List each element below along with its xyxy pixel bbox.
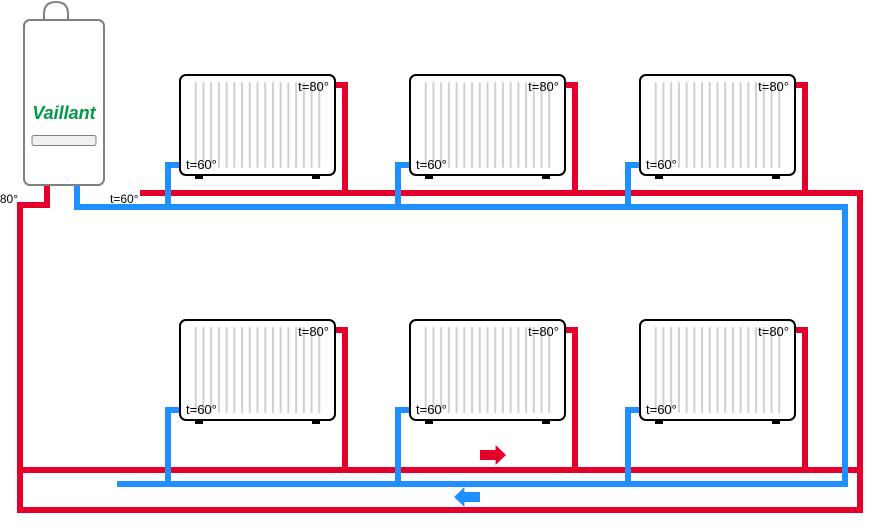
radiator-cold-label: t=60° [646,402,677,417]
boiler: Vaillant t=80° t=60° [0,2,139,206]
radiator-hot-label: t=80° [298,79,329,94]
radiator-cold-label: t=60° [646,157,677,172]
radiator-hot-label: t=80° [758,324,789,339]
radiator-cold-label: t=60° [186,157,217,172]
boiler-brand: Vaillant [32,103,96,123]
radiator: t=80° t=60° [180,75,335,179]
flow-arrow [454,487,480,507]
flow-arrow [480,445,506,465]
radiator-hot-label: t=80° [528,324,559,339]
radiator: t=80° t=60° [640,75,795,179]
radiator: t=80° t=60° [180,320,335,424]
radiator: t=80° t=60° [410,75,565,179]
boiler-hot-label: t=80° [0,192,18,206]
radiator: t=80° t=60° [640,320,795,424]
radiator-hot-label: t=80° [758,79,789,94]
radiator-hot-label: t=80° [528,79,559,94]
radiator-hot-label: t=80° [298,324,329,339]
radiator-cold-label: t=60° [186,402,217,417]
radiator-cold-label: t=60° [416,402,447,417]
radiator: t=80° t=60° [410,320,565,424]
boiler-cold-label: t=60° [110,192,139,206]
radiator-cold-label: t=60° [416,157,447,172]
